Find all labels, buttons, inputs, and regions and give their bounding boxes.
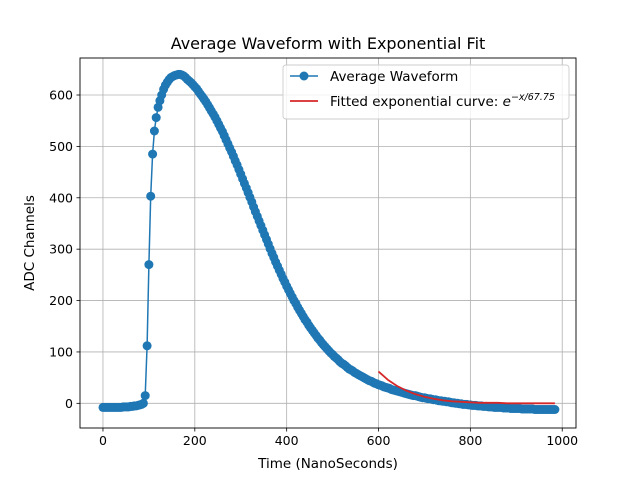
y-tick-label: 100 xyxy=(49,344,73,359)
legend-waveform-label: Average Waveform xyxy=(330,69,458,85)
x-tick-label: 600 xyxy=(367,433,391,448)
waveform-point xyxy=(148,149,158,159)
waveform-point xyxy=(550,405,560,414)
legend-fit-label-prefix: Fitted exponential curve: xyxy=(330,94,503,110)
y-tick-label: 200 xyxy=(49,293,73,308)
waveform-point xyxy=(140,391,150,401)
fit-series xyxy=(377,370,555,405)
y-tick-label: 600 xyxy=(49,88,73,103)
grid-lines xyxy=(80,58,576,428)
waveform-point xyxy=(138,398,148,408)
y-tick-label: 0 xyxy=(65,396,73,411)
y-axis-label: ADC Channels xyxy=(22,195,38,291)
axis-ticks: 0 200 400 600 800 1000 0 100 200 300 400 500 600 xyxy=(49,88,578,449)
legend-box xyxy=(282,64,570,120)
chart-title: Average Waveform with Exponential Fit xyxy=(171,34,486,53)
legend-waveform-marker-swatch xyxy=(299,71,309,81)
waveform-series xyxy=(98,69,560,414)
legend-fit-label-base: e xyxy=(503,94,511,110)
x-tick-label: 800 xyxy=(458,433,482,448)
waveform-point xyxy=(146,191,156,201)
y-tick-label: 300 xyxy=(49,242,73,257)
legend-fit-label: Fitted exponential curve: e−x/67.75 xyxy=(330,92,555,110)
x-tick-label: 1000 xyxy=(546,433,578,448)
legend: Average Waveform Fitted exponential curv… xyxy=(282,64,570,120)
x-tick-label: 400 xyxy=(275,433,299,448)
waveform-point xyxy=(142,341,152,351)
x-tick-label: 200 xyxy=(183,433,207,448)
y-tick-label: 500 xyxy=(49,139,73,154)
legend-fit-label-exponent: −x/67.75 xyxy=(511,92,555,103)
plot-area-frame xyxy=(79,57,577,429)
fit-curve-line xyxy=(377,370,555,405)
waveform-point xyxy=(151,113,161,123)
waveform-point xyxy=(144,260,154,270)
x-tick-label: 0 xyxy=(99,433,107,448)
y-tick-label: 400 xyxy=(49,190,73,205)
x-axis-label: Time (NanoSeconds) xyxy=(257,456,398,472)
waveform-point xyxy=(149,126,159,136)
